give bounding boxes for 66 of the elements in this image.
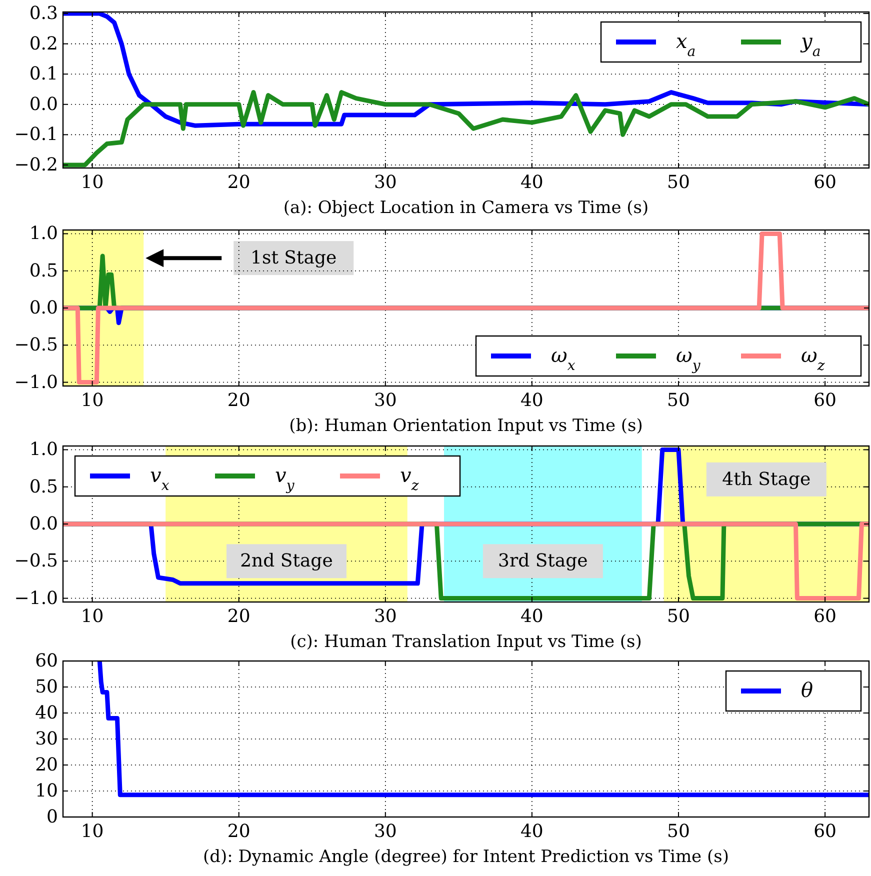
x-tick-label: 30: [374, 606, 397, 627]
y-tick-label: 0.0: [29, 514, 58, 534]
y-tick-label: 0.1: [29, 64, 58, 85]
legend-label: ω$_{y}$: [676, 343, 702, 374]
x-tick-label: 40: [520, 606, 544, 627]
line-series: [63, 90, 869, 168]
x-tick-label: 20: [227, 390, 250, 411]
legend-label: ω$_{x}$: [551, 343, 576, 374]
x-tick-label: 50: [667, 172, 690, 193]
y-tick-label: 0.5: [29, 260, 58, 282]
x-tick-label: 10: [80, 821, 104, 842]
y-tick-label: 20: [35, 754, 58, 776]
x-tick-label: 30: [374, 390, 397, 411]
x-tick-label: 40: [520, 390, 544, 411]
y-tick-label: 1.0: [29, 223, 58, 244]
line-series: [97, 661, 869, 798]
x-tick-label: 50: [667, 821, 690, 842]
x-tick-label: 30: [374, 821, 397, 842]
x-tick-label: 10: [80, 606, 104, 627]
x-tick-label: 10: [80, 390, 104, 411]
y-tick-label: 0.2: [29, 33, 58, 54]
legend-label: x$_{a}$: [676, 29, 696, 60]
x-tick-label: 60: [814, 390, 836, 411]
y-tick-label: −0.2: [14, 154, 58, 176]
y-tick-label: 50: [35, 676, 58, 698]
y-tick-label: 0.0: [29, 298, 58, 318]
x-tick-label: 10: [80, 172, 104, 193]
legend-label: v$_{z}$: [400, 463, 420, 494]
x-axis-title: (d): Dynamic Angle (degree) for Intent Prediction vs Time (s): [202, 847, 730, 867]
y-tick-label: 10: [35, 780, 58, 802]
x-tick-label: 40: [520, 821, 544, 842]
x-tick-label: 60: [814, 821, 836, 842]
y-tick-label: −1.0: [14, 588, 58, 609]
x-tick-label: 40: [520, 172, 544, 193]
y-tick-label: 60: [35, 650, 58, 672]
y-tick-label: 0.5: [29, 476, 58, 498]
band-label: 4th Stage: [722, 468, 811, 490]
band-label: 3rd Stage: [498, 550, 588, 572]
legend-label: ω$_{z}$: [801, 343, 826, 374]
x-tick-label: 60: [814, 172, 836, 193]
y-tick-label: −0.1: [14, 124, 58, 146]
x-tick-label: 20: [227, 172, 250, 193]
annotation: 1st Stage: [250, 248, 337, 269]
y-tick-label: 0: [46, 806, 58, 828]
x-tick-label: 50: [667, 606, 690, 627]
x-tick-label: 30: [374, 172, 397, 193]
y-tick-label: 1.0: [29, 439, 58, 460]
x-tick-label: 60: [814, 606, 836, 627]
y-tick-label: 0.3: [29, 3, 58, 24]
x-axis-title: (b): Human Orientation Input vs Time (s): [289, 416, 643, 436]
y-tick-label: −0.5: [14, 550, 58, 572]
x-axis-title: (a): Object Location in Camera vs Time (s): [283, 198, 649, 218]
y-tick-label: 0.0: [29, 94, 58, 115]
x-axis-title: (c): Human Translation Input vs Time (s): [290, 632, 642, 652]
y-tick-label: −1.0: [14, 372, 58, 393]
x-tick-label: 20: [227, 606, 250, 627]
x-tick-label: 20: [227, 821, 250, 842]
legend-label: v$_{y}$: [275, 463, 296, 494]
legend-label: θ: [801, 678, 814, 702]
y-tick-label: 40: [35, 702, 58, 724]
x-tick-label: 50: [667, 390, 690, 411]
y-tick-label: 30: [35, 728, 58, 750]
legend-label: v$_{x}$: [150, 463, 170, 494]
legend-label: y$_{a}$: [800, 29, 821, 60]
y-tick-label: −0.5: [14, 334, 58, 356]
band-label: 2nd Stage: [240, 550, 333, 572]
